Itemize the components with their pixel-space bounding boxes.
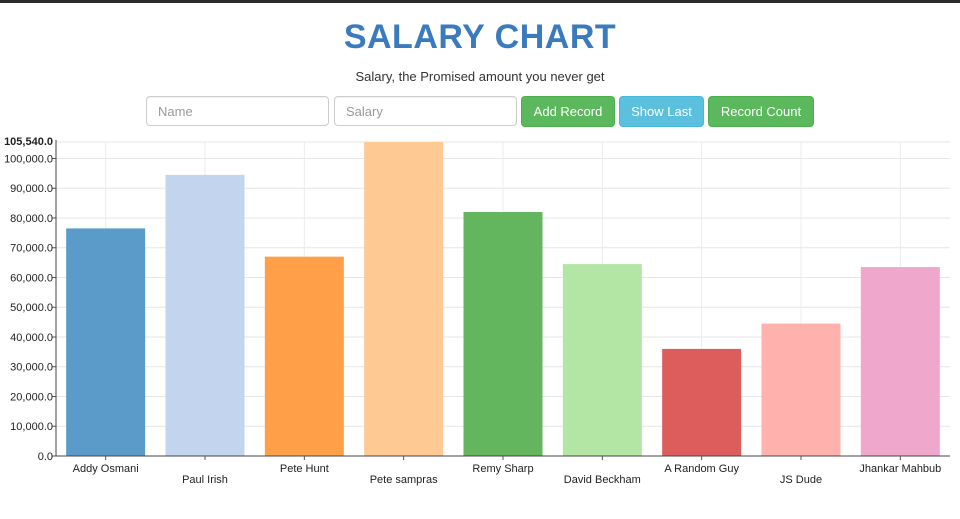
y-tick-label: 40,000.0 xyxy=(10,332,53,344)
y-tick-label: 60,000.0 xyxy=(10,272,53,284)
y-tick-label: 80,000.0 xyxy=(10,213,53,225)
page-title: SALARY CHART xyxy=(343,18,617,56)
y-tick-label: 100,000.0 xyxy=(4,153,53,165)
x-tick-label: Pete Hunt xyxy=(280,463,329,475)
y-tick-label: 20,000.0 xyxy=(10,391,53,403)
y-tick-label: 10,000.0 xyxy=(10,421,53,433)
y-tick-label: 0.0 xyxy=(38,451,53,463)
bar-pete-hunt[interactable] xyxy=(264,256,344,456)
record-form: Add Record Show Last Record Count xyxy=(0,96,960,128)
x-tick-label: David Beckham xyxy=(564,474,641,486)
bar-addy-osmani[interactable] xyxy=(66,228,146,456)
salary-input[interactable] xyxy=(334,96,517,126)
bar-remy-sharp[interactable] xyxy=(463,212,543,456)
show-last-button[interactable]: Show Last xyxy=(619,96,704,127)
y-tick-label: 90,000.0 xyxy=(10,183,53,195)
record-count-button[interactable]: Record Count xyxy=(708,96,814,127)
bar-pete-sampras[interactable] xyxy=(364,142,444,456)
bar-js-dude[interactable] xyxy=(761,323,841,456)
y-tick-label: 50,000.0 xyxy=(10,302,53,314)
top-border xyxy=(0,0,960,3)
add-record-button[interactable]: Add Record xyxy=(521,96,615,127)
x-tick-label: Addy Osmani xyxy=(73,463,139,475)
x-tick-label: Pete sampras xyxy=(370,474,438,486)
y-max-label: 105,540.0 xyxy=(4,136,53,148)
salary-bar-chart: 0.0 10,000.0 20,000.0 30,000.0 40,000.0 50,00… xyxy=(4,136,950,486)
x-tick-label: Jhankar Mahbub xyxy=(859,463,941,475)
bar-david-beckham[interactable] xyxy=(562,264,642,456)
bar-paul-irish[interactable] xyxy=(165,174,245,456)
name-input[interactable] xyxy=(146,96,329,126)
bar-jhankar-mahbub[interactable] xyxy=(860,267,940,456)
x-tick-label: Paul Irish xyxy=(182,474,228,486)
y-tick-label: 70,000.0 xyxy=(10,243,53,255)
x-tick-label: A Random Guy xyxy=(664,463,739,475)
x-tick-label: JS Dude xyxy=(780,474,822,486)
y-tick-label: 30,000.0 xyxy=(10,362,53,374)
x-tick-label: Remy Sharp xyxy=(472,463,533,475)
page-subtitle: Salary, the Promised amount you never ge… xyxy=(355,69,605,84)
bar-a-random-guy[interactable] xyxy=(662,348,742,456)
